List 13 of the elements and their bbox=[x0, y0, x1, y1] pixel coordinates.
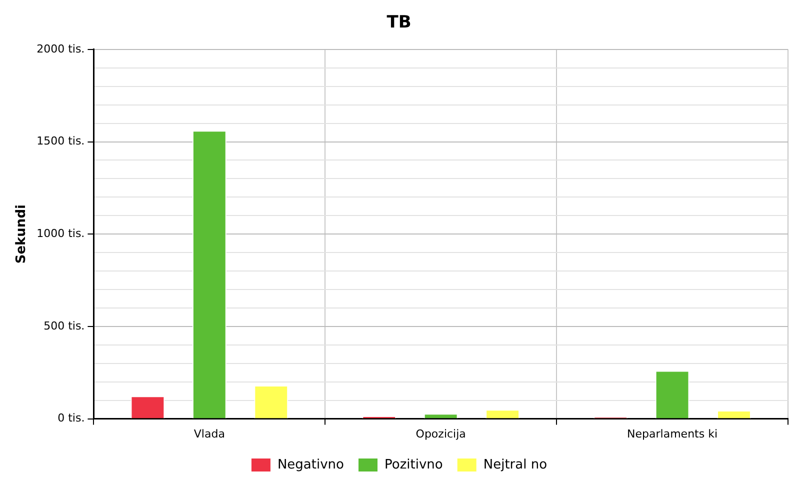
y-tick-label: 1000 tis. bbox=[36, 226, 85, 240]
y-tick-label: 0 tis. bbox=[58, 412, 85, 425]
x-tick-label: Vlada bbox=[194, 427, 225, 440]
y-axis-title: Sekundi bbox=[14, 204, 30, 264]
y-tick-label: 500 tis. bbox=[44, 319, 85, 332]
chart-title: TB bbox=[386, 12, 412, 33]
y-tick-label: 2000 tis. bbox=[36, 42, 85, 56]
x-tick-label: Opozicija bbox=[416, 427, 466, 440]
legend-label: Pozitivno bbox=[384, 457, 443, 472]
y-tick-label: 1500 tis. bbox=[36, 134, 85, 148]
x-tick-label: Neparlaments ki bbox=[627, 427, 718, 440]
legend-label: Negativno bbox=[277, 457, 344, 472]
legend-label: Nejtral no bbox=[483, 457, 548, 472]
